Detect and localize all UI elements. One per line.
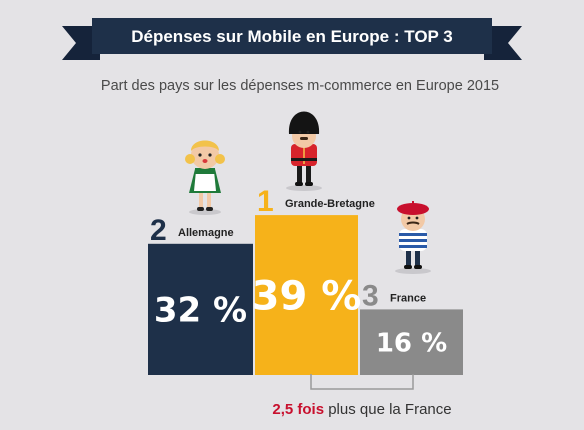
comparison-bracket	[310, 374, 414, 390]
banner-left-tail	[62, 26, 100, 60]
comparison-note: 2,5 fois plus que la France	[272, 401, 451, 418]
value-label-france: 16 %	[376, 329, 447, 359]
podium-chart: 32 % 2 Allemagne 39 % 1 Grande-Bretagne 16 % 3 F…	[148, 185, 463, 375]
comparison-highlight: 2,5 fois	[272, 401, 324, 418]
rank-grande-bretagne: 1	[257, 185, 274, 218]
british-guard-character	[286, 111, 322, 191]
french-man-character	[395, 201, 431, 274]
category-label-grande-bretagne: Grande-Bretagne	[285, 198, 375, 210]
banner-body	[92, 18, 492, 54]
banner-title: Dépenses sur Mobile en Europe : TOP 3	[131, 27, 453, 46]
category-label-allemagne: Allemagne	[178, 227, 234, 239]
bar-allemagne	[148, 243, 253, 375]
rank-allemagne: 2	[150, 214, 167, 247]
bar-grande-bretagne	[255, 215, 358, 375]
comparison-rest: plus que la France	[324, 401, 452, 418]
category-label-france: France	[390, 292, 426, 304]
bracket-line	[310, 374, 414, 390]
german-girl-character	[185, 140, 225, 215]
subtitle: Part des pays sur les dépenses m-commerc…	[101, 78, 499, 94]
banner-right-tail	[484, 26, 522, 60]
rank-france: 3	[362, 279, 379, 312]
title-banner: Dépenses sur Mobile en Europe : TOP 3	[62, 18, 522, 60]
value-label-grande-bretagne: 39 %	[252, 273, 362, 319]
bar-france	[360, 309, 463, 375]
value-label-allemagne: 32 %	[154, 291, 247, 331]
